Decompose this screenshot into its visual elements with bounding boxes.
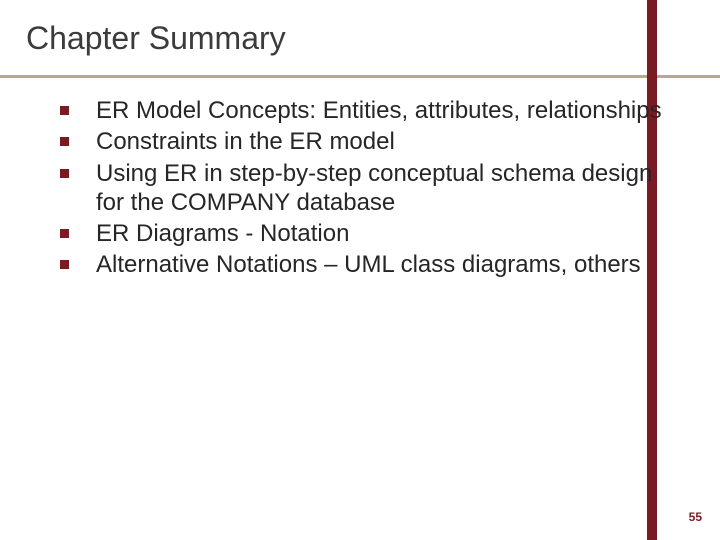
bullet-text: Using ER in step-by-step conceptual sche… <box>96 159 680 218</box>
square-bullet-icon <box>60 229 69 238</box>
bullet-item: ER Diagrams - Notation <box>60 219 680 248</box>
square-bullet-icon <box>60 260 69 269</box>
bullet-item: Using ER in step-by-step conceptual sche… <box>60 159 680 218</box>
bullet-text: Alternative Notations – UML class diagra… <box>96 250 680 279</box>
slide-title: Chapter Summary <box>0 20 720 75</box>
slide: Chapter Summary ER Model Concepts: Entit… <box>0 0 720 540</box>
content-region: ER Model Concepts: Entities, attributes,… <box>60 96 680 282</box>
bullet-list: ER Model Concepts: Entities, attributes,… <box>60 96 680 280</box>
title-underline <box>0 75 720 78</box>
square-bullet-icon <box>60 169 69 178</box>
square-bullet-icon <box>60 137 69 146</box>
bullet-text: ER Diagrams - Notation <box>96 219 680 248</box>
square-bullet-icon <box>60 106 69 115</box>
bullet-text: ER Model Concepts: Entities, attributes,… <box>96 96 680 125</box>
page-number: 55 <box>689 510 702 524</box>
title-region: Chapter Summary <box>0 0 720 78</box>
bullet-item: Alternative Notations – UML class diagra… <box>60 250 680 279</box>
bullet-item: ER Model Concepts: Entities, attributes,… <box>60 96 680 125</box>
bullet-text: Constraints in the ER model <box>96 127 680 156</box>
bullet-item: Constraints in the ER model <box>60 127 680 156</box>
